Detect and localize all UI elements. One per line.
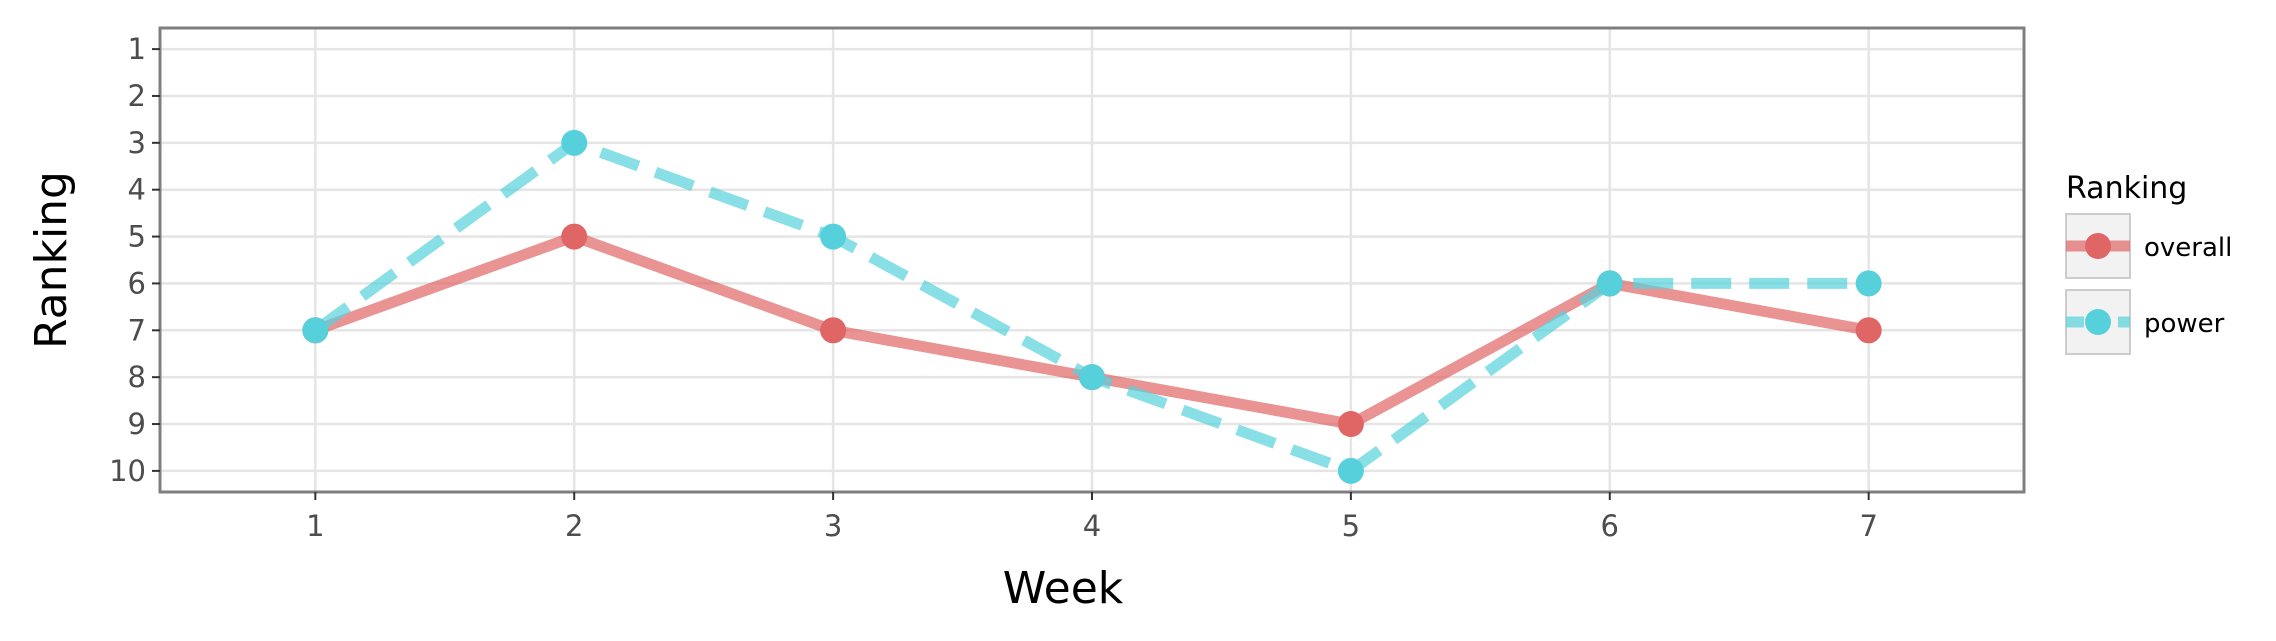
point-power-week-6	[1596, 270, 1623, 297]
x-tick-label-1: 1	[306, 509, 324, 543]
y-axis-ticks: 1 2 3 4 5 6 7 8 9 10	[109, 32, 160, 488]
x-tick-label-6: 6	[1601, 509, 1619, 543]
point-overall-week-7	[1855, 317, 1882, 344]
point-power-week-7	[1855, 270, 1882, 297]
y-axis-title: Ranking	[26, 171, 77, 349]
y-tick-label-4: 4	[128, 173, 146, 207]
y-tick-label-7: 7	[128, 313, 146, 347]
x-axis-ticks: 1 2 3 4 5 6 7	[306, 492, 1878, 543]
x-tick-label-7: 7	[1859, 509, 1877, 543]
point-power-week-3	[820, 223, 847, 250]
point-overall-week-5	[1337, 411, 1364, 438]
point-overall-week-3	[820, 317, 847, 344]
y-tick-label-1: 1	[128, 32, 146, 66]
x-tick-label-5: 5	[1342, 509, 1360, 543]
x-tick-label-3: 3	[824, 509, 842, 543]
legend-title: Ranking	[2066, 171, 2187, 206]
series-layer	[302, 129, 1882, 484]
point-power-week-2	[561, 129, 588, 156]
point-overall-week-2	[561, 223, 588, 250]
y-tick-label-6: 6	[128, 266, 146, 300]
legend: Ranking overall power	[2065, 171, 2232, 355]
point-power-week-1	[302, 317, 329, 344]
y-tick-label-9: 9	[128, 407, 146, 441]
y-tick-label-2: 2	[128, 79, 146, 113]
x-axis-title: Week	[1003, 563, 1124, 614]
y-tick-label-10: 10	[109, 454, 146, 488]
x-tick-label-4: 4	[1083, 509, 1101, 543]
y-tick-label-8: 8	[128, 360, 146, 394]
point-power-week-4	[1079, 364, 1105, 391]
y-tick-label-5: 5	[128, 220, 146, 254]
y-tick-label-3: 3	[128, 126, 146, 160]
legend-point-overall	[2085, 233, 2111, 259]
legend-label-power: power	[2144, 309, 2225, 339]
point-power-week-5	[1337, 457, 1364, 484]
x-tick-label-2: 2	[565, 509, 583, 543]
legend-label-overall: overall	[2144, 233, 2232, 263]
legend-point-power	[2085, 309, 2111, 335]
